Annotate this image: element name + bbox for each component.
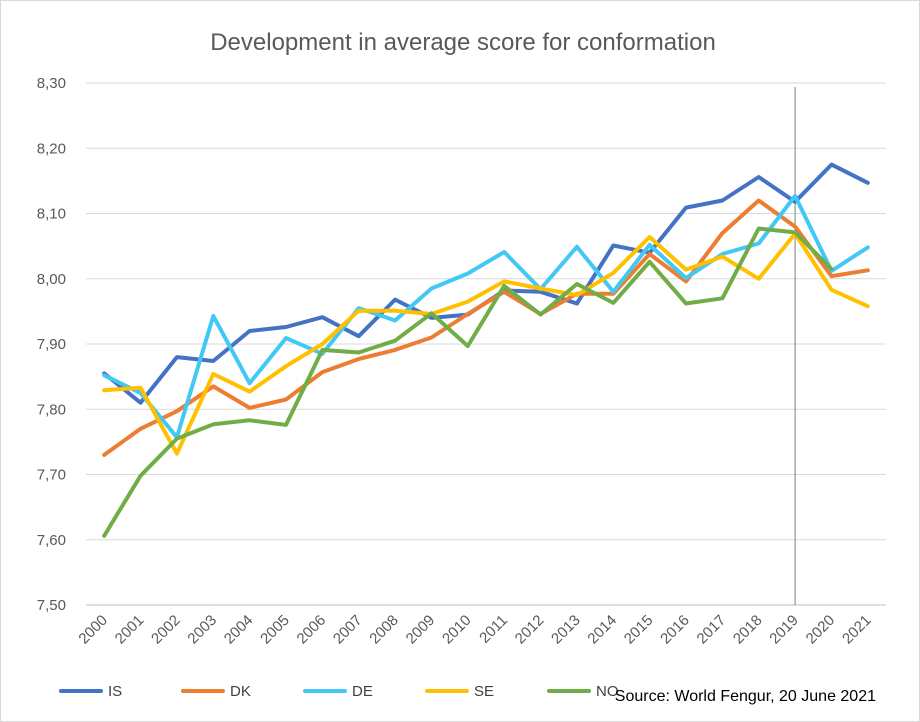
legend-label-de: DE (352, 683, 373, 700)
series-line-no (102, 226, 834, 538)
x-tick-label: 2011 (476, 612, 511, 647)
x-tick-label: 2007 (330, 612, 366, 648)
source-note: Source: World Fengur, 20 June 2021 (615, 688, 876, 705)
x-tick-label: 2000 (75, 612, 111, 648)
x-tick-label: 2006 (294, 612, 330, 648)
x-tick-label: 2005 (257, 612, 293, 648)
y-tick-label: 8,20 (37, 140, 66, 157)
legend-label-no: NO (596, 683, 619, 700)
y-tick-label: 8,30 (37, 75, 66, 92)
x-tick-label: 2004 (221, 612, 257, 648)
x-tick-label: 2020 (803, 612, 839, 648)
y-tick-label: 7,50 (37, 597, 66, 614)
x-tick-label: 2018 (730, 612, 766, 648)
series-lines (102, 162, 870, 538)
x-tick-label: 2010 (439, 612, 475, 648)
x-tick-label: 2014 (584, 612, 620, 648)
x-tick-label: 2019 (766, 612, 802, 648)
series-line-is (102, 162, 870, 405)
legend: IS DK DE SE NO (59, 683, 619, 700)
x-tick-label: 2015 (621, 612, 657, 648)
x-tick-label: 2003 (184, 612, 220, 648)
y-tick-label: 7,70 (37, 467, 66, 484)
y-tick-label: 8,10 (37, 206, 66, 223)
x-tick-label: 2012 (512, 612, 548, 648)
legend-label-is: IS (108, 683, 122, 700)
x-axis-ticks: 2000 2001 2002 2003 2004 2005 2006 2007 2008 2009… (75, 612, 874, 648)
chart-title: Development in average score for conform… (210, 29, 716, 56)
x-tick-label: 2016 (657, 612, 693, 648)
y-tick-label: 7,90 (37, 336, 66, 353)
y-tick-label: 8,00 (37, 271, 66, 288)
legend-label-dk: DK (230, 683, 251, 700)
x-tick-label: 2017 (694, 612, 730, 648)
x-tick-label: 2021 (839, 612, 875, 648)
legend-label-se: SE (474, 683, 494, 700)
y-tick-label: 7,60 (37, 532, 66, 549)
x-tick-label: 2001 (112, 612, 148, 648)
x-tick-label: 2002 (148, 612, 184, 648)
x-tick-label: 2009 (403, 612, 439, 648)
y-tick-label: 7,80 (37, 401, 66, 418)
series-line-de (102, 193, 870, 440)
gridlines (86, 82, 886, 606)
x-tick-label: 2013 (548, 612, 584, 648)
y-axis-ticks: 7,50 7,60 7,70 7,80 7,90 8,00 8,10 8,20 8,30 (37, 75, 66, 614)
x-tick-label: 2008 (366, 612, 402, 648)
series-line-dk (102, 198, 870, 457)
